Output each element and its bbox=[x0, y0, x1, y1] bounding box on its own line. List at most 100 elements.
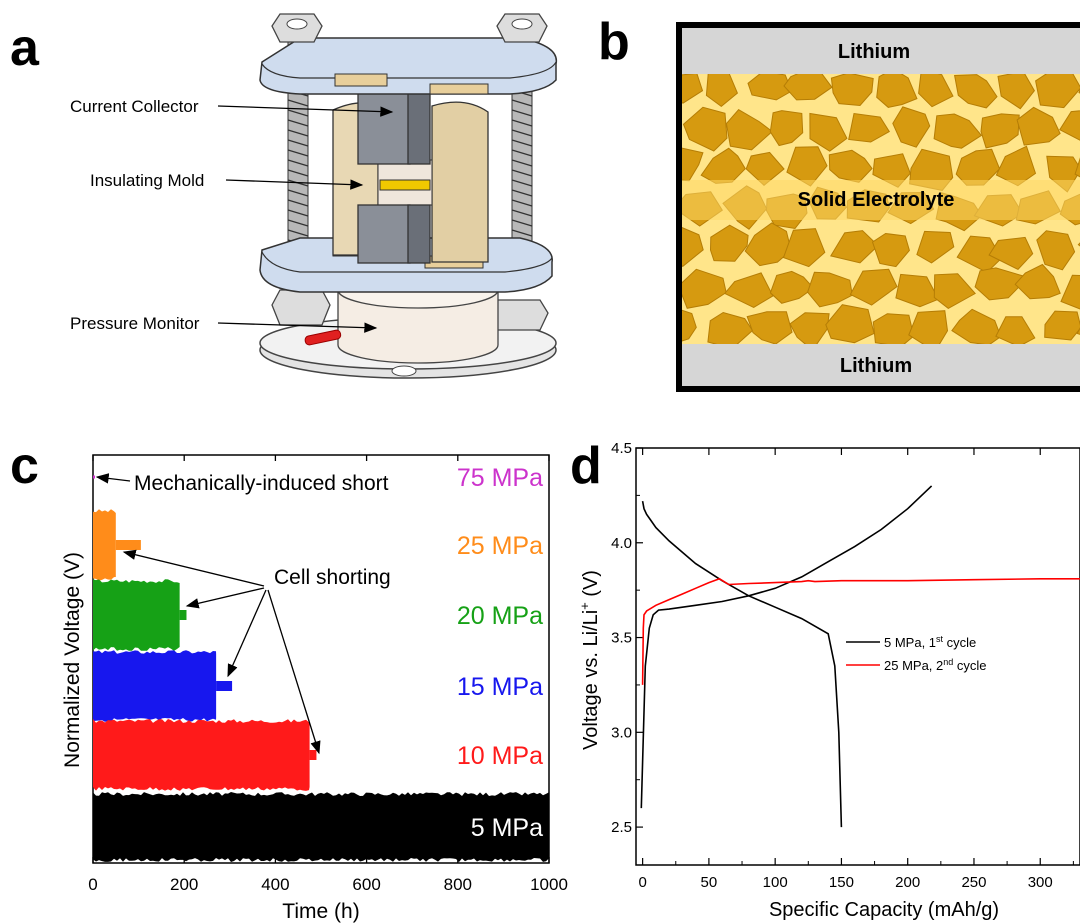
bar-10-mpa bbox=[93, 723, 310, 787]
label-pressure-monitor: Pressure Monitor bbox=[70, 314, 200, 333]
electrolyte-grain bbox=[892, 106, 931, 148]
bar-5-mpa bbox=[93, 796, 549, 858]
electrolyte-grain bbox=[747, 74, 793, 101]
series-label-20-mpa: 20 MPa bbox=[457, 602, 543, 630]
electrolyte-grain bbox=[1036, 230, 1076, 271]
solid-electrolyte-schematic: Lithium Solid Electrolyte Lithium bbox=[676, 22, 1080, 392]
y-tick-label-d: 3.0 bbox=[611, 724, 632, 741]
electrolyte-grain bbox=[916, 230, 955, 264]
x-tick-label-d: 300 bbox=[1028, 874, 1053, 891]
electrolyte-grain bbox=[789, 312, 830, 344]
upper-plate bbox=[259, 37, 558, 95]
label-solid-electrolyte: Solid Electrolyte bbox=[798, 189, 955, 211]
bar-noise-bottom bbox=[93, 647, 180, 651]
electrolyte-grain bbox=[682, 226, 704, 268]
electrolyte-grain bbox=[769, 270, 815, 304]
bar-noise-top bbox=[93, 650, 217, 654]
y-tick-label-d: 4.0 bbox=[611, 535, 632, 552]
electrolyte-grain bbox=[980, 113, 1020, 149]
electrolyte-grain bbox=[709, 224, 749, 262]
bar-noise-bottom bbox=[93, 858, 549, 862]
electrolyte-grain bbox=[995, 316, 1036, 344]
electrolyte-grain bbox=[746, 311, 793, 344]
legend-black-sup: st bbox=[936, 634, 944, 644]
label-lithium-top: Lithium bbox=[838, 41, 910, 63]
axis-label-y-d-main: Voltage vs. Li/Li bbox=[580, 610, 602, 750]
legend-red-sup: nd bbox=[943, 657, 953, 667]
electrolyte-grain bbox=[682, 309, 697, 342]
axis-label-x-c: Time (h) bbox=[282, 900, 359, 923]
electrolyte-grain bbox=[876, 74, 918, 108]
y-tick-label-d: 2.5 bbox=[611, 819, 632, 836]
axis-label-y-d-sup: + bbox=[577, 602, 592, 610]
label-current-collector: Current Collector bbox=[70, 97, 199, 116]
bar-75-mpa bbox=[93, 475, 95, 479]
electrolyte-grain bbox=[849, 268, 898, 306]
electrolyte-grain bbox=[682, 268, 727, 309]
legend-red-tail: cycle bbox=[953, 658, 986, 673]
x-tick-label-c: 1000 bbox=[530, 875, 568, 894]
label-insulating-mold: Insulating Mold bbox=[90, 171, 204, 190]
arrow-pressure-monitor bbox=[217, 322, 378, 333]
series-label-15-mpa: 15 MPa bbox=[457, 673, 543, 701]
legend-entry-black: 5 MPa, 1st cycle bbox=[884, 634, 976, 650]
electrolyte-grain bbox=[1059, 110, 1080, 141]
panel-letter-a: a bbox=[10, 19, 39, 77]
arrow-shorting-20 bbox=[185, 587, 265, 609]
label-lithium-bottom: Lithium bbox=[840, 355, 912, 377]
electrolyte-grain bbox=[1074, 157, 1080, 178]
electrolyte-grain bbox=[682, 74, 704, 104]
x-tick-label-d: 50 bbox=[701, 874, 718, 891]
x-tick-label-c: 400 bbox=[261, 875, 289, 894]
electrolyte-grain bbox=[933, 113, 983, 149]
arrow-current-collector bbox=[217, 105, 394, 117]
current-collector-bottom bbox=[357, 204, 411, 264]
bar-25-mpa bbox=[93, 513, 116, 577]
bar-noise-top bbox=[93, 719, 310, 723]
x-tick-label-c: 0 bbox=[88, 875, 97, 894]
axis-label-x-d: Specific Capacity (mAh/g) bbox=[769, 899, 999, 921]
arrow-shorting-25 bbox=[122, 549, 265, 587]
y-tick-label-d: 4.5 bbox=[611, 440, 632, 457]
series-line-red-0 bbox=[641, 577, 1080, 685]
electrolyte-grain bbox=[908, 310, 949, 344]
electrolyte-highlight-band bbox=[682, 180, 1080, 220]
x-tick-label-c: 600 bbox=[352, 875, 380, 894]
legend-black-main: 5 MPa, 1 bbox=[884, 635, 936, 650]
electrolyte-grain bbox=[744, 222, 792, 267]
electrolyte-grain bbox=[783, 74, 833, 101]
series-label-75-mpa: 75 MPa bbox=[457, 464, 543, 492]
shorting-tail-15-mpa bbox=[216, 681, 233, 691]
series-line-black-1 bbox=[640, 485, 933, 809]
x-tick-label-d: 250 bbox=[961, 874, 986, 891]
arrow-shorting-15 bbox=[227, 589, 267, 678]
panel-letter-b: b bbox=[598, 13, 630, 71]
x-tick-label-c: 200 bbox=[170, 875, 198, 894]
electrolyte-grain bbox=[954, 74, 998, 109]
axis-label-y-d-unit: (V) bbox=[580, 570, 602, 602]
electrolyte-grain bbox=[1060, 274, 1080, 310]
arrow-insulating-mold bbox=[225, 179, 364, 190]
arrow-shorting-10 bbox=[267, 589, 321, 755]
annotation-cell-shorting: Cell shorting bbox=[274, 566, 391, 589]
panel-letter-c: c bbox=[10, 437, 39, 495]
electrolyte-grain bbox=[830, 74, 874, 107]
x-tick-label-d: 0 bbox=[638, 874, 646, 891]
bar-noise-top bbox=[93, 579, 180, 583]
series-label-25-mpa: 25 MPa bbox=[457, 532, 543, 560]
electrolyte-grain bbox=[848, 112, 891, 143]
series-line-black-0 bbox=[641, 500, 843, 828]
legend-entry-red: 25 MPa, 2nd cycle bbox=[884, 657, 987, 673]
shorting-tail-25-mpa bbox=[115, 540, 141, 550]
annotation-mechanical-short: Mechanically-induced short bbox=[134, 472, 389, 495]
electrolyte-grain bbox=[705, 74, 739, 108]
electrolyte-grain bbox=[725, 109, 773, 151]
chart-c-voltage-vs-time: 75 MPa 25 MPa 20 MPa 15 MPa 10 MPa 5 MPa 0 200… bbox=[61, 454, 568, 923]
electrolyte-grain bbox=[682, 106, 728, 152]
electrolyte-grain bbox=[951, 308, 1002, 344]
electrolyte-grain bbox=[895, 273, 940, 308]
electrolyte-grain bbox=[1044, 310, 1080, 341]
electrolyte-grain bbox=[974, 267, 1024, 301]
y-tick-label-d: 3.5 bbox=[611, 630, 632, 647]
electrolyte-grain bbox=[1076, 327, 1080, 335]
